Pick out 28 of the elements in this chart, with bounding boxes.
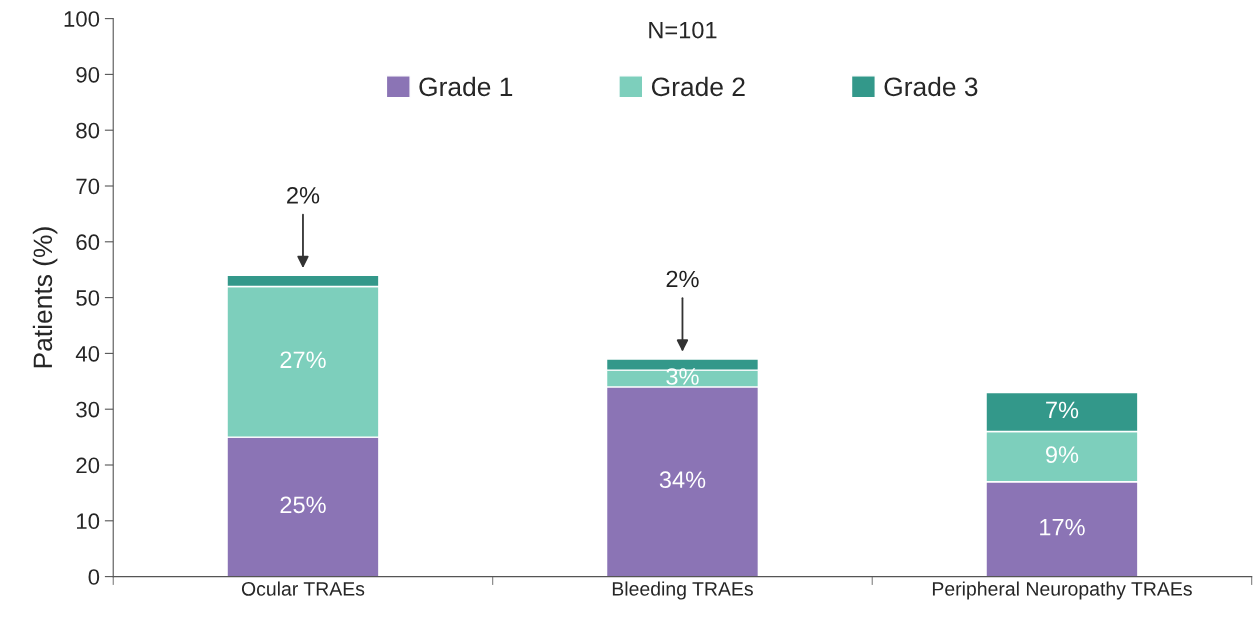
data-label: 2% (666, 270, 699, 288)
legend-label: Grade 2 (651, 76, 745, 97)
data-label: 34% (659, 471, 706, 489)
legend-label: Grade 1 (419, 76, 513, 97)
x-tick-label: Peripheral Neuropathy TRAEs (932, 581, 1192, 600)
data-label: 7% (1046, 401, 1079, 419)
x-tick-label: Bleeding TRAEs (612, 581, 753, 600)
data-label: 3% (666, 368, 699, 385)
y-tick-label: 0 (88, 569, 100, 585)
y-tick-label: 30 (76, 401, 100, 418)
y-tick-label: 80 (76, 122, 100, 139)
chart-title: N=101 (649, 21, 717, 39)
legend-label: Grade 3 (884, 76, 978, 97)
x-tick-label: Ocular TRAEs (241, 581, 365, 596)
y-tick-label: 90 (76, 66, 100, 83)
data-label: 27% (280, 351, 326, 369)
y-tick-label: 60 (76, 234, 100, 251)
y-tick-label: 40 (75, 345, 100, 362)
y-tick-label: 50 (76, 290, 100, 306)
y-axis-title: Patients (%) (32, 227, 58, 368)
y-tick-label: 20 (76, 457, 100, 474)
data-label: 17% (1040, 518, 1085, 536)
y-tick-label: 100 (64, 11, 100, 27)
y-tick-label: 70 (76, 178, 100, 195)
data-label: 2% (287, 186, 320, 204)
data-label: 9% (1046, 446, 1079, 463)
data-label: 25% (280, 496, 326, 514)
y-tick-label: 10 (77, 513, 100, 530)
